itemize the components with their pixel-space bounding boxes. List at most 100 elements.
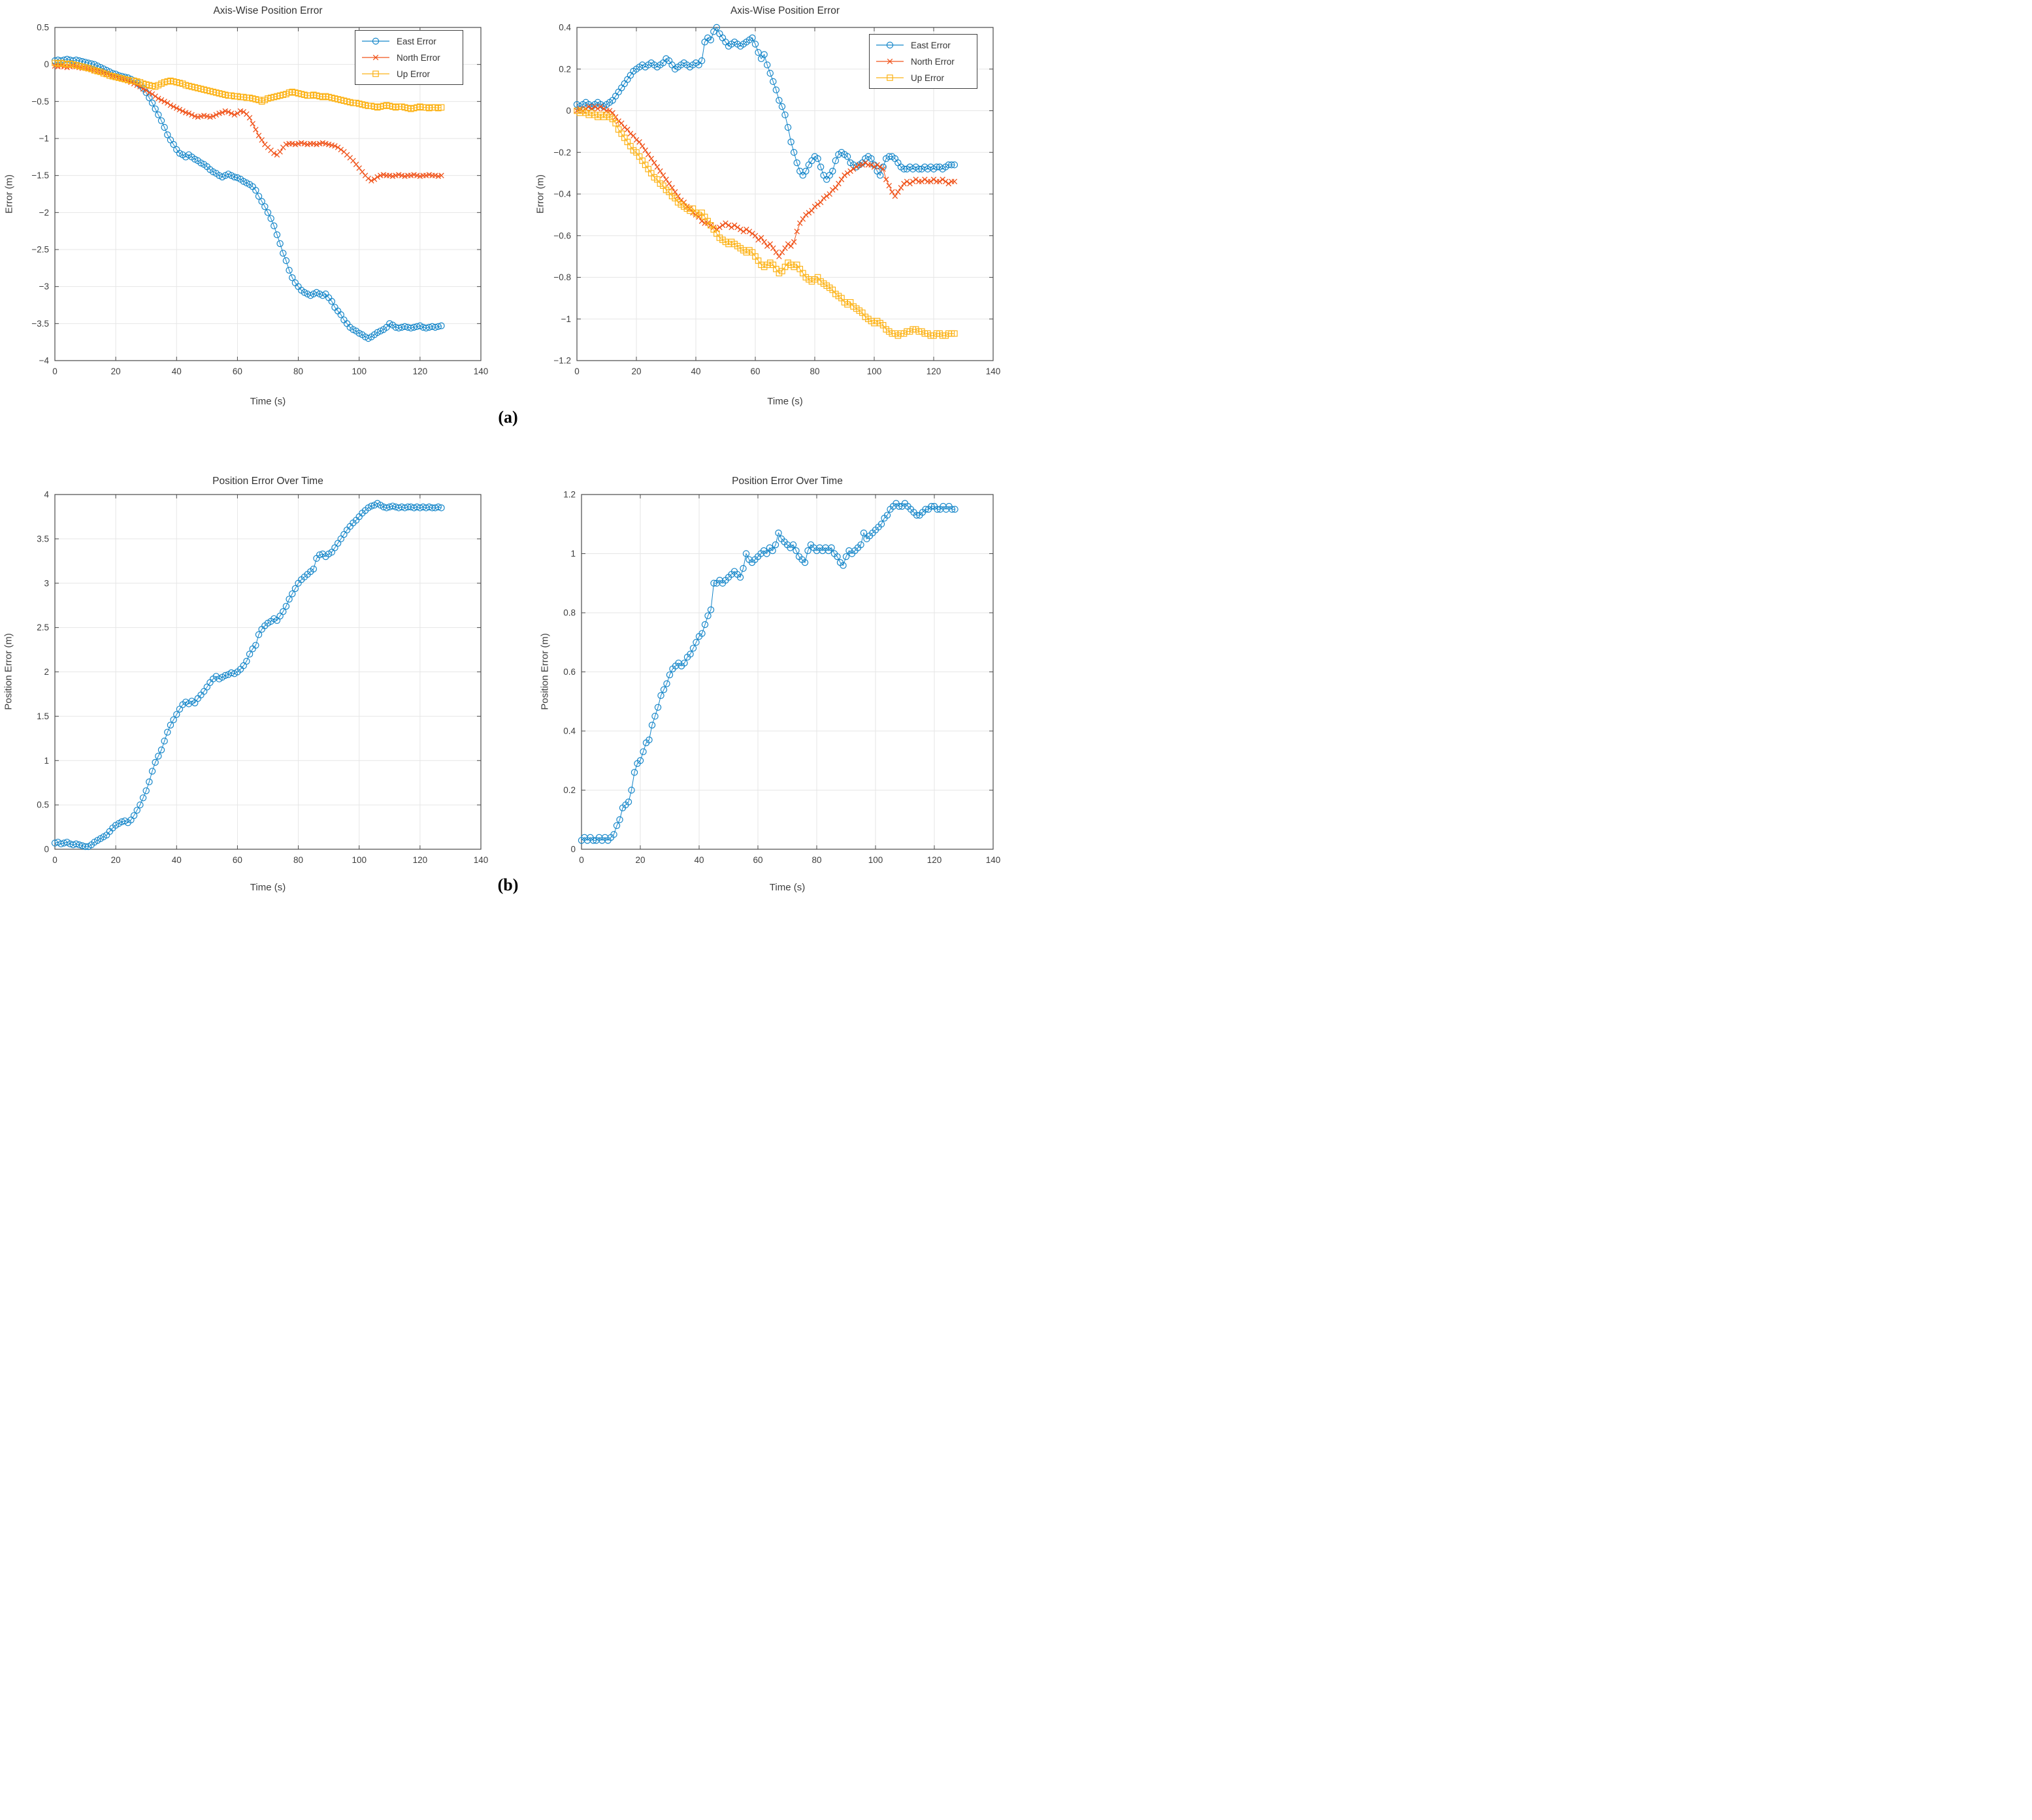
series-position-error	[578, 500, 959, 844]
svg-text:20: 20	[635, 855, 645, 865]
svg-text:120: 120	[413, 366, 428, 376]
svg-text:1: 1	[44, 756, 49, 766]
svg-text:80: 80	[810, 366, 819, 376]
svg-text:4: 4	[44, 490, 49, 500]
legend-label: East Error	[397, 36, 436, 46]
panel-axiswise-error-left: Axis-Wise Position Error Error (m) 0 20 40…	[0, 0, 508, 431]
svg-text:−0.4: −0.4	[553, 189, 571, 199]
chart-title: Position Error Over Time	[732, 476, 843, 487]
legend-item-north-error: North Error	[355, 50, 463, 66]
svg-text:60: 60	[753, 855, 762, 865]
x-tick-labels: 0 20 40 60 80 100 120 140	[52, 366, 488, 376]
svg-text:−0.8: −0.8	[553, 272, 571, 282]
svg-text:−1: −1	[39, 134, 49, 144]
x-axis-label: Time (s)	[250, 882, 286, 893]
svg-text:−1.2: −1.2	[553, 356, 571, 366]
legend-marker-square-icon	[362, 71, 389, 77]
x-axis-label: Time (s)	[767, 396, 803, 407]
svg-text:80: 80	[293, 855, 303, 865]
svg-text:40: 40	[691, 366, 700, 376]
svg-text:−0.5: −0.5	[31, 97, 49, 106]
plot-area-axiswise-left: 0 20 40 60 80 100 120 140 0.5 0 −0.5 −1 −1.5 −2 −2.5 −3…	[31, 23, 488, 377]
svg-text:1.2: 1.2	[563, 490, 576, 500]
svg-text:1: 1	[570, 549, 576, 559]
y-tick-labels: 4 3.5 3 2.5 2 1.5 1 0.5 0	[37, 490, 49, 854]
legend-item-up-error: Up Error	[870, 70, 977, 86]
caption-a: (a)	[498, 408, 518, 427]
svg-text:20: 20	[111, 366, 121, 376]
plot-area-position-right: 0 20 40 60 80 100 120 140 1.2 1 0.8 0.6 0.4 0.2 0	[563, 490, 1000, 866]
svg-text:60: 60	[233, 855, 242, 865]
svg-text:20: 20	[631, 366, 641, 376]
legend-marker-x-icon	[876, 58, 904, 65]
svg-text:120: 120	[927, 855, 942, 865]
svg-text:0: 0	[579, 855, 584, 865]
svg-text:0.2: 0.2	[563, 785, 576, 795]
svg-text:2: 2	[44, 667, 49, 677]
svg-text:0: 0	[52, 366, 57, 376]
x-axis-label: Time (s)	[250, 396, 286, 407]
svg-text:120: 120	[926, 366, 942, 376]
x-axis-label: Time (s)	[769, 882, 806, 893]
chart-title: Axis-Wise Position Error	[730, 5, 840, 16]
legend-label: North Error	[911, 56, 955, 67]
series-position-error	[51, 500, 445, 851]
svg-text:1.5: 1.5	[37, 711, 49, 721]
svg-text:−2: −2	[39, 208, 49, 218]
series-up-error	[574, 107, 958, 339]
legend: East Error North Error Up Error	[869, 34, 977, 89]
chart-title: Position Error Over Time	[212, 476, 323, 487]
legend-marker-circle-icon	[362, 37, 389, 45]
gridlines	[54, 494, 482, 850]
tick-marks	[54, 27, 482, 361]
series-north-error	[574, 103, 958, 259]
panel-axiswise-error-right: Axis-Wise Position Error Error (m) 0 20 40…	[508, 0, 1016, 431]
svg-text:140: 140	[986, 366, 1001, 376]
svg-text:0: 0	[52, 855, 57, 865]
svg-text:3.5: 3.5	[37, 534, 49, 544]
svg-text:−0.2: −0.2	[553, 148, 571, 157]
svg-text:−4: −4	[39, 356, 50, 366]
svg-text:40: 40	[694, 855, 704, 865]
legend-label: North Error	[397, 52, 440, 63]
tick-marks	[54, 494, 482, 850]
x-tick-labels: 0 20 40 60 80 100 120 140	[579, 855, 1000, 865]
svg-text:140: 140	[986, 855, 1001, 865]
svg-text:0.4: 0.4	[559, 23, 571, 33]
svg-text:−3: −3	[39, 282, 49, 291]
svg-text:0.5: 0.5	[37, 23, 49, 33]
svg-text:0.4: 0.4	[563, 726, 576, 736]
svg-text:0.2: 0.2	[559, 64, 571, 74]
svg-text:80: 80	[811, 855, 821, 865]
svg-text:−1: −1	[561, 314, 571, 324]
x-tick-labels: 0 20 40 60 80 100 120 140	[574, 366, 1000, 376]
svg-text:100: 100	[868, 855, 883, 865]
y-tick-labels: 0.5 0 −0.5 −1 −1.5 −2 −2.5 −3 −3.5 −4	[31, 23, 49, 366]
x-tick-labels: 0 20 40 60 80 100 120 140	[52, 855, 488, 865]
legend-label: Up Error	[397, 69, 431, 79]
legend-marker-square-icon	[876, 74, 904, 81]
series-east-error	[51, 56, 445, 342]
y-tick-labels: 1.2 1 0.8 0.6 0.4 0.2 0	[563, 490, 576, 854]
series-up-error	[52, 59, 445, 112]
svg-text:60: 60	[750, 366, 760, 376]
legend-marker-x-icon	[362, 54, 389, 61]
series-east-error	[573, 24, 959, 183]
legend-item-north-error: North Error	[870, 54, 977, 70]
svg-text:−0.6: −0.6	[553, 231, 571, 240]
svg-text:120: 120	[413, 855, 428, 865]
svg-text:0: 0	[44, 845, 49, 854]
chart-title: Axis-Wise Position Error	[213, 5, 323, 16]
y-tick-labels: 0.4 0.2 0 −0.2 −0.4 −0.6 −0.8 −1 −1.2	[553, 23, 571, 366]
svg-text:140: 140	[474, 366, 489, 376]
panel-position-error-left: Position Error Over Time Position Error …	[0, 457, 508, 910]
tick-marks	[576, 27, 994, 361]
legend-item-up-error: Up Error	[355, 66, 463, 82]
axes-frame	[54, 27, 482, 361]
legend-item-east-error: East Error	[870, 37, 977, 54]
caption-b: (b)	[497, 875, 519, 894]
legend: East Error North Error Up Error	[355, 30, 463, 85]
svg-text:−1.5: −1.5	[31, 171, 49, 180]
figure-page: Axis-Wise Position Error Error (m) 0 20 40…	[0, 0, 1016, 910]
svg-text:0.5: 0.5	[37, 800, 49, 810]
